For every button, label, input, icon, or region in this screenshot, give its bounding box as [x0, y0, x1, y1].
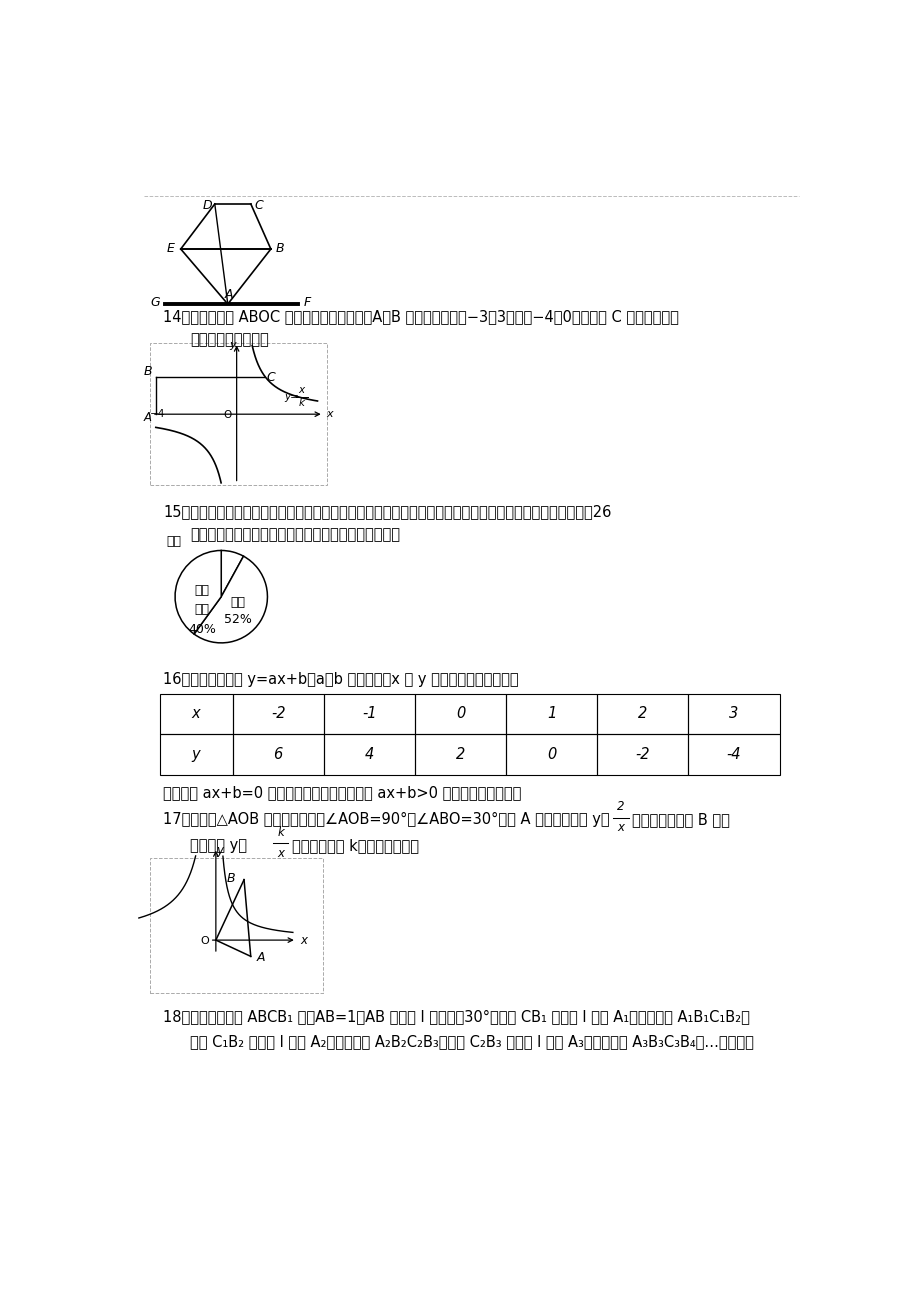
Text: 比例函数 y＝: 比例函数 y＝ — [190, 837, 247, 853]
Text: 2: 2 — [455, 747, 465, 762]
Bar — [150, 342, 326, 486]
Text: 的图象上，若点 B 在反: 的图象上，若点 B 在反 — [631, 812, 730, 827]
Text: 式为：＿＿＿＿＿．: 式为：＿＿＿＿＿． — [190, 332, 269, 346]
Text: x: x — [301, 934, 307, 947]
Bar — [233, 734, 323, 775]
Text: F: F — [303, 296, 311, 309]
Bar — [505, 694, 596, 734]
Text: 52%: 52% — [224, 613, 252, 626]
Text: C: C — [254, 199, 263, 212]
Text: 3: 3 — [729, 707, 738, 721]
Bar — [323, 694, 414, 734]
Text: x: x — [326, 409, 333, 419]
Bar — [233, 694, 323, 734]
Bar — [505, 734, 596, 775]
Text: y=: y= — [284, 392, 299, 402]
Text: O: O — [200, 936, 209, 947]
Text: x: x — [617, 822, 624, 835]
Text: x: x — [298, 385, 304, 396]
Bar — [596, 734, 687, 775]
Text: k: k — [277, 825, 284, 838]
Text: B: B — [226, 871, 234, 884]
Wedge shape — [194, 556, 267, 643]
Text: 2: 2 — [638, 707, 647, 721]
Text: E: E — [166, 242, 175, 255]
Text: 6: 6 — [273, 747, 282, 762]
Text: 16．已知一次函数 y=ax+b（a、b 为常数），x 与 y 的部分对应值如右表：: 16．已知一次函数 y=ax+b（a、b 为常数），x 与 y 的部分对应值如右… — [164, 672, 518, 687]
Text: C: C — [266, 371, 275, 384]
Text: y: y — [216, 844, 223, 857]
Text: 延长 C₁B₂ 交直线 l 于点 A₂，作正方形 A₂B₂C₂B₃，延长 C₂B₃ 交直线 l 于点 A₃，作正方形 A₃B₃C₃B₄，…，依此规: 延长 C₁B₂ 交直线 l 于点 A₂，作正方形 A₂B₂C₂B₃，延长 C₂B… — [190, 1034, 754, 1049]
Text: y: y — [229, 340, 236, 349]
Text: 0: 0 — [455, 707, 465, 721]
Text: 乘公: 乘公 — [194, 585, 210, 598]
Text: −4: −4 — [150, 409, 165, 419]
Text: 其他: 其他 — [165, 535, 181, 548]
Text: 4: 4 — [364, 747, 373, 762]
Text: 0: 0 — [547, 747, 556, 762]
Text: -4: -4 — [726, 747, 741, 762]
Text: 17．如图，△AOB 是直角三角形，∠AOB=90°，∠ABO=30°，点 A 在反比例函数 y＝: 17．如图，△AOB 是直角三角形，∠AOB=90°，∠ABO=30°，点 A … — [164, 812, 609, 827]
Text: 40%: 40% — [187, 622, 216, 635]
Text: O: O — [222, 410, 231, 419]
Bar — [687, 734, 778, 775]
Text: B: B — [143, 366, 153, 379]
Text: 那么方程 ax+b=0 的解是＿＿＿＿＿，不等式 ax+b>0 的解是＿＿＿＿＿．: 那么方程 ax+b=0 的解是＿＿＿＿＿，不等式 ax+b>0 的解是＿＿＿＿＿… — [164, 785, 521, 801]
Text: x: x — [277, 846, 284, 859]
Text: G: G — [151, 296, 160, 309]
Text: x: x — [191, 707, 200, 721]
Bar — [414, 694, 505, 734]
Bar — [160, 734, 233, 775]
Bar — [323, 734, 414, 775]
Wedge shape — [221, 551, 244, 596]
Bar — [414, 734, 505, 775]
Text: -2: -2 — [270, 707, 285, 721]
Wedge shape — [175, 551, 221, 634]
Text: k: k — [298, 398, 304, 409]
Text: 14．平行四边形 ABOC 在平面直角坐标系中，A、B 的坐标分别为（−3，3），（−4，0）．则过 C 的双曲线表达: 14．平行四边形 ABOC 在平面直角坐标系中，A、B 的坐标分别为（−3，3）… — [164, 309, 678, 324]
Text: B: B — [276, 242, 284, 255]
Text: D: D — [202, 199, 211, 212]
Text: 交车: 交车 — [194, 603, 210, 616]
Text: A: A — [256, 952, 265, 965]
Text: 2: 2 — [617, 801, 624, 814]
Text: A: A — [224, 288, 233, 301]
Text: 骑车: 骑车 — [231, 596, 245, 609]
Bar — [150, 858, 323, 993]
Text: -2: -2 — [635, 747, 650, 762]
Text: 18．如图，正方形 ABCB₁ 中，AB=1，AB 与直线 l 的夹角为30°，延长 CB₁ 交直线 l 于点 A₁，作正方形 A₁B₁C₁B₂，: 18．如图，正方形 ABCB₁ 中，AB=1，AB 与直线 l 的夹角为30°，… — [164, 1009, 750, 1025]
Text: -1: -1 — [362, 707, 376, 721]
Text: 人，则采用其他方式上学的学生人数为＿＿＿＿＿人．: 人，则采用其他方式上学的学生人数为＿＿＿＿＿人． — [190, 527, 400, 543]
Bar — [160, 694, 233, 734]
Text: A: A — [144, 410, 152, 423]
Text: 15．某班主任把本班学生上学方式的调查结果绘制成如图所示的不完整的统计图，已知骑自行车上学的学生有26: 15．某班主任把本班学生上学方式的调查结果绘制成如图所示的不完整的统计图，已知骑… — [164, 504, 611, 519]
Text: 的图象上，则 k＝＿＿＿＿＿．: 的图象上，则 k＝＿＿＿＿＿． — [291, 837, 419, 853]
Text: y: y — [191, 747, 200, 762]
Text: 1: 1 — [547, 707, 556, 721]
Bar — [687, 694, 778, 734]
Bar — [596, 694, 687, 734]
